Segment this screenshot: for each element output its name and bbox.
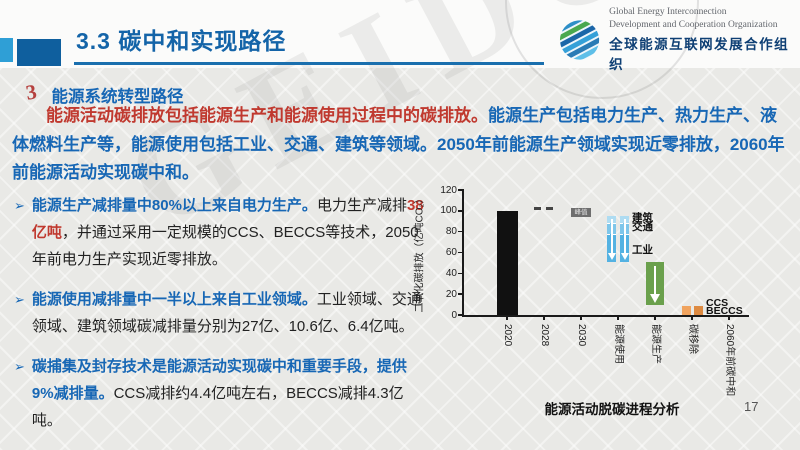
org-logo-text: Global Energy Interconnection Developmen…: [609, 6, 800, 73]
title-underline: [74, 62, 544, 65]
bullet-list: ➢ 能源生产减排量中80%以上来自电力生产。电力生产减排38亿吨，并通过采用一定…: [14, 192, 434, 447]
text-segment: CCS减排约4.4亿吨左右，BECCS减排4.3亿吨。: [31, 385, 404, 429]
down-arrow-head: [607, 252, 616, 260]
y-tick-mark: [458, 293, 464, 295]
y-tick-mark: [458, 230, 464, 233]
bullet-item-2: ➢ 能源使用减排量中一半以上来自工业领域。工业领域、交通领域、建筑领域碳减排量分…: [14, 286, 434, 340]
down-arrow-stem: [610, 219, 613, 253]
bullet-item-1: ➢ 能源生产减排量中80%以上来自电力生产。电力生产减排38亿吨，并通过采用一定…: [14, 192, 434, 273]
x-tick-label: 2020: [502, 324, 513, 347]
bar-碳移除: [693, 305, 703, 315]
y-tick-mark: [458, 272, 464, 275]
x-tick-mark: [543, 315, 545, 320]
org-name-en-line1: Global Energy Interconnection: [609, 7, 727, 17]
y-tick-mark: [458, 314, 464, 316]
page-title: 3.3 碳中和实现路径: [76, 28, 287, 54]
chart-annotation: 建筑: [632, 211, 653, 224]
header-accent-square-dark: [17, 39, 61, 66]
chart-plot-area: 二氧化碳排放（亿吨CO₂） 0 20 40 60 80 100 120 2020 2028 2030…: [415, 185, 749, 396]
y-tick-label: 60: [445, 247, 457, 258]
chart-annotation: BECCS: [706, 304, 743, 317]
y-tick-mark: [458, 189, 464, 191]
text-segment: 电力生产减排: [316, 197, 407, 214]
x-tick-mark: [617, 315, 619, 320]
y-tick-mark: [458, 251, 464, 254]
text-segment: 38亿吨: [31, 197, 424, 241]
chart-annotation: 工业: [632, 243, 653, 256]
bar-碳移除: [681, 305, 691, 315]
down-arrow-head: [620, 252, 629, 260]
y-tick-label: 80: [445, 226, 457, 238]
x-tick-mark: [506, 315, 508, 320]
bullet-item-3: ➢ 碳捕集及封存技术是能源活动实现碳中和重要手段，提供9%减排量。CCS减排约4…: [14, 353, 434, 434]
peak-dash-marker: [534, 207, 541, 211]
chart-annotation: 交通: [632, 221, 653, 233]
intro-paragraph: 能源活动碳排放包括能源生产和能源使用过程中的碳排放。能源生产包括电力生产、热力生…: [12, 102, 788, 188]
chart-annotation: CCS: [706, 296, 729, 309]
bullet-arrow-icon: ➢: [14, 292, 25, 307]
text-segment: 能源生产减排量中80%以上来自电力生产。: [31, 197, 317, 214]
page-number: 17: [744, 399, 759, 414]
y-axis-label: 二氧化碳排放（亿吨CO₂）: [414, 193, 426, 312]
x-tick-label: 2028: [539, 324, 550, 347]
bar-2020: [496, 210, 518, 315]
x-tick-label: 能源使用: [613, 324, 624, 364]
y-tick-label: 20: [445, 288, 457, 300]
y-tick-label: 40: [445, 267, 457, 279]
slide-body-background: [0, 68, 800, 450]
y-tick-label: 100: [440, 205, 457, 217]
x-tick-mark: [728, 315, 730, 320]
org-name-cn: 全球能源互联网发展合作组织: [609, 37, 790, 72]
section-heading: 3 能源系统转型路径: [24, 79, 184, 107]
header-accent-square-light: [0, 38, 13, 62]
section-title: 能源系统转型路径: [51, 88, 184, 106]
x-tick-label: 能源生产: [650, 324, 661, 364]
down-arrow-stem: [623, 219, 626, 253]
bullet-text-3: 碳捕集及封存技术是能源活动实现碳中和重要手段，提供9%减排量。CCS减排约4.4…: [32, 353, 426, 434]
peak-dash-marker: [546, 207, 553, 211]
bullet-text-2: 能源使用减排量中一半以上来自工业领域。工业领域、交通领域、建筑领域碳减排量分别为…: [32, 286, 426, 340]
text-segment: 能源活动碳排放包括能源生产和能源使用过程中的碳排放。: [46, 106, 488, 125]
text-segment: 能源生产包括电力生产、热力生产、液体燃料生产等，能源使用包括工业、交通、建筑等领…: [12, 106, 785, 182]
down-arrow-stem: [653, 265, 657, 294]
x-tick-mark: [580, 315, 582, 320]
globe-icon: [558, 17, 602, 62]
peak-badge: 峰值: [571, 207, 591, 217]
x-tick-label: 碳移除: [687, 324, 698, 354]
x-tick-mark: [691, 315, 693, 320]
down-arrow-head: [650, 293, 660, 303]
y-tick-label: 120: [440, 184, 457, 196]
decarbonization-waterfall-chart: 二氧化碳排放（亿吨CO₂） 0 20 40 60 80 100 120 2020 2028 2030…: [415, 185, 782, 435]
text-segment: 碳捕集及封存技术是能源活动实现碳中和重要手段，提供9%减排量。: [31, 358, 407, 402]
bullet-text-1: 能源生产减排量中80%以上来自电力生产。电力生产减排38亿吨，并通过采用一定规模…: [32, 192, 426, 273]
org-logo: Global Energy Interconnection Developmen…: [558, 6, 800, 73]
x-tick-label: 2030: [576, 324, 587, 347]
y-tick-label: 0: [451, 309, 457, 321]
text-segment: 工业领域、交通领域、建筑领域碳减排量分别为27亿、10.6亿、6.4亿吨。: [31, 291, 422, 335]
x-tick-label: 2060年前碳中和: [724, 324, 735, 397]
text-segment: 能源使用减排量中一半以上来自工业领域。: [31, 291, 317, 308]
chart-caption: 能源活动脱碳进程分析: [544, 402, 680, 417]
y-tick-mark: [458, 210, 464, 212]
org-name-en-line2: Development and Cooperation Organization: [609, 19, 778, 30]
x-tick-mark: [654, 315, 656, 320]
bullet-arrow-icon: ➢: [14, 198, 25, 213]
text-segment: ，并通过采用一定规模的CCS、BECCS等技术，2050年前电力生产实现近零排放…: [31, 224, 419, 268]
bullet-arrow-icon: ➢: [14, 359, 25, 374]
